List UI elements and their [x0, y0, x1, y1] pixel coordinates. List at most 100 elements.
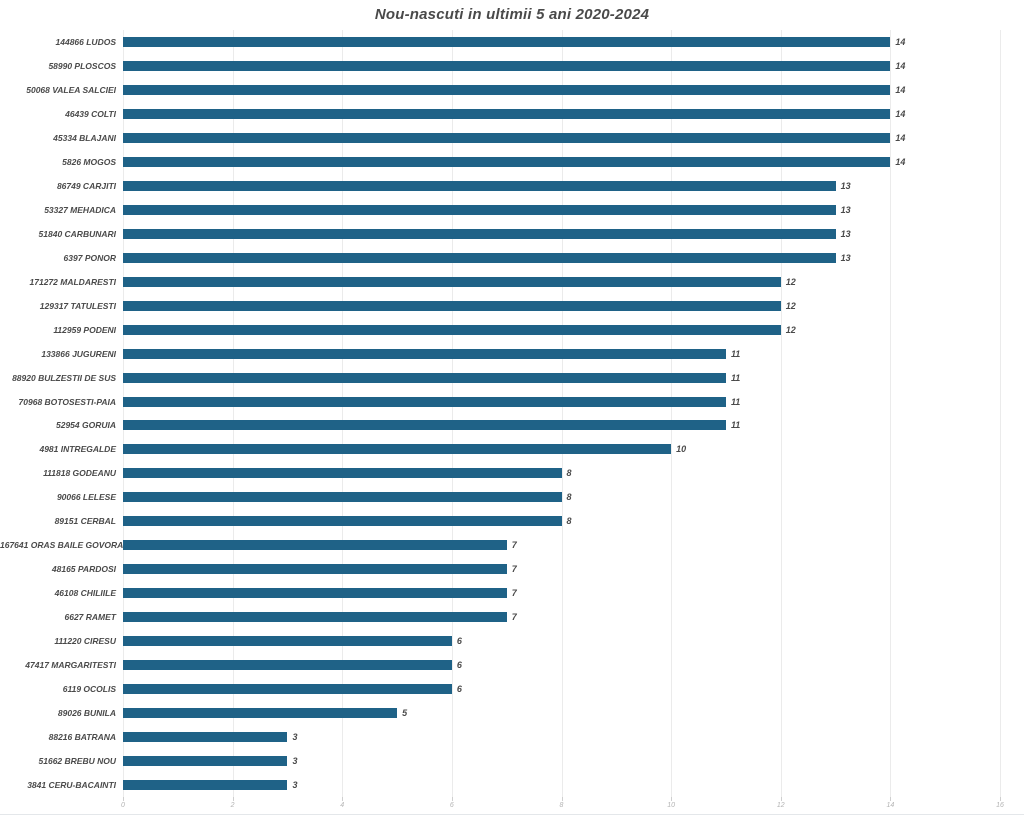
category-label: 89026 BUNILA — [57, 708, 116, 719]
bar — [123, 420, 726, 431]
axis-tick — [123, 797, 124, 801]
value-label: 6 — [456, 660, 462, 671]
gridline — [561, 30, 563, 797]
category-label: 50068 VALEA SALCIEI — [26, 84, 116, 95]
bar — [123, 252, 836, 263]
value-label: 7 — [511, 540, 517, 551]
bar — [123, 660, 452, 671]
bar — [123, 612, 507, 623]
category-label: 112959 PODENI — [53, 324, 116, 335]
axis-tick-label: 0 — [121, 802, 125, 809]
axis-tick-label: 10 — [667, 802, 676, 809]
axis-tick-label: 14 — [886, 802, 895, 809]
bar — [123, 204, 836, 215]
value-label: 12 — [785, 300, 796, 311]
value-label: 3 — [292, 732, 298, 743]
axis-tick — [671, 797, 673, 801]
bar — [123, 156, 891, 167]
value-label: 8 — [566, 468, 572, 479]
category-label: 129317 TATULESTI — [39, 300, 116, 311]
bar — [123, 60, 891, 71]
category-label: 45334 BLAJANI — [53, 132, 116, 143]
category-label: 90066 LELESE — [56, 492, 116, 503]
category-label: 51840 CARBUNARI — [38, 228, 116, 239]
axis-tick-label: 4 — [340, 802, 345, 809]
bar — [123, 732, 288, 743]
axis-tick — [890, 797, 892, 801]
axis-tick — [342, 797, 344, 801]
value-label: 11 — [730, 396, 741, 407]
bar — [123, 636, 452, 647]
gridline — [342, 30, 344, 797]
gridline — [232, 30, 234, 797]
bar — [123, 444, 672, 455]
bar — [123, 516, 562, 527]
axis-tick-label: 6 — [449, 802, 454, 809]
axis-tick — [561, 797, 563, 801]
category-label: 3841 CERU-BACAINTI — [27, 780, 116, 791]
value-label: 14 — [895, 156, 906, 167]
bar — [123, 708, 398, 719]
axis-tick — [232, 797, 234, 801]
value-label: 6 — [456, 684, 462, 695]
bar — [123, 588, 507, 599]
axis-tick — [451, 797, 453, 801]
category-label: 88216 BATRANA — [48, 732, 116, 743]
category-label: 144866 LUDOS — [55, 36, 116, 47]
category-label: 111818 GODEANU — [43, 468, 116, 479]
category-label: 88920 BULZESTII DE SUS — [12, 372, 116, 383]
value-label: 11 — [730, 348, 741, 359]
category-label: 167641 ORAS BAILE GOVORA — [0, 540, 124, 551]
value-label: 14 — [895, 108, 906, 119]
value-label: 12 — [785, 276, 796, 287]
value-label: 13 — [840, 180, 851, 191]
bar — [123, 468, 562, 479]
value-label: 7 — [511, 588, 517, 599]
value-label: 14 — [895, 84, 906, 95]
value-label: 10 — [676, 444, 687, 455]
value-label: 6 — [456, 636, 462, 647]
category-label: 111220 CIRESU — [54, 636, 116, 647]
bar — [123, 564, 507, 575]
value-label: 7 — [511, 612, 517, 623]
category-label: 5826 MOGOS — [62, 156, 116, 167]
value-label: 3 — [292, 780, 298, 791]
category-label: 53327 MEHADICA — [44, 204, 116, 215]
gridline — [1000, 30, 1001, 797]
category-label: 51662 BREBU NOU — [38, 756, 116, 767]
bar — [123, 372, 726, 383]
value-label: 3 — [292, 756, 298, 767]
gridline — [123, 30, 124, 797]
value-label: 13 — [840, 204, 851, 215]
bar — [123, 276, 781, 287]
value-label: 12 — [785, 324, 796, 335]
category-label: 4981 INTREGALDE — [39, 444, 116, 455]
category-label: 86749 CARJITI — [56, 180, 116, 191]
bar — [123, 108, 891, 119]
axis-tick — [780, 797, 782, 801]
bar — [123, 324, 781, 335]
bar — [123, 780, 288, 791]
chart-title: Nou-nascuti in ultimii 5 ani 2020-2024 — [374, 6, 650, 23]
category-label: 133866 JUGURENI — [41, 348, 116, 359]
axis-tick-label: 16 — [996, 802, 1004, 809]
category-label: 58990 PLOSCOS — [48, 60, 116, 71]
gridline — [671, 30, 673, 797]
axis-tick-label: 2 — [230, 802, 235, 809]
bar — [123, 348, 726, 359]
category-label: 46439 COLTI — [65, 108, 116, 119]
category-label: 89151 CERBAL — [54, 516, 116, 527]
category-label: 6397 PONOR — [63, 252, 116, 263]
bar — [123, 756, 288, 767]
bar — [123, 684, 452, 695]
value-label: 14 — [895, 36, 906, 47]
gridline — [451, 30, 453, 797]
gridline — [780, 30, 782, 797]
value-label: 14 — [895, 132, 906, 143]
bar — [123, 132, 891, 143]
bar — [123, 36, 891, 47]
value-label: 13 — [840, 252, 851, 263]
bar — [123, 300, 781, 311]
bar — [123, 228, 836, 239]
